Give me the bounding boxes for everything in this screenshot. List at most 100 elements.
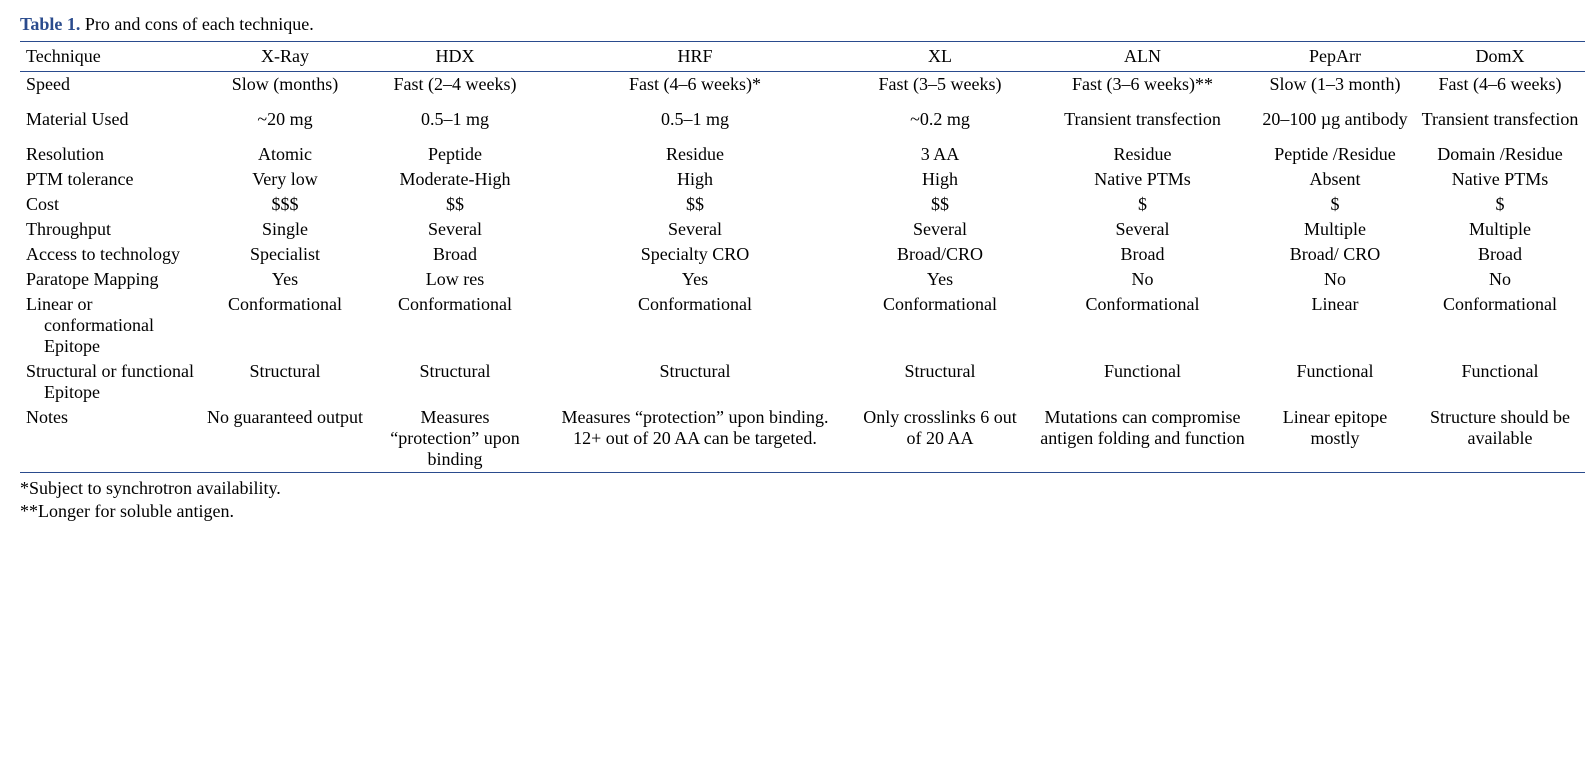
col-header: DomX — [1415, 42, 1585, 72]
cell: Conformational — [370, 292, 540, 359]
cell: Structural — [540, 359, 850, 405]
table-row: Cost$$$$$$$$$$$$ — [20, 192, 1585, 217]
cell: Broad — [1030, 242, 1255, 267]
table-caption: Table 1. Pro and cons of each technique. — [20, 14, 1565, 35]
cell: No — [1255, 267, 1415, 292]
col-header: X-Ray — [200, 42, 370, 72]
cell: ~0.2 mg — [850, 107, 1030, 132]
row-label: Notes — [20, 405, 200, 473]
row-label: Structural or functional Epitope — [20, 359, 200, 405]
cell: Structural — [370, 359, 540, 405]
cell: $$ — [540, 192, 850, 217]
cell: Fast (4–6 weeks)* — [540, 72, 850, 98]
cell: $ — [1415, 192, 1585, 217]
cell: ~20 mg — [200, 107, 370, 132]
cell: Functional — [1255, 359, 1415, 405]
cell: Conformational — [1030, 292, 1255, 359]
cell: Only crosslinks 6 out of 20 AA — [850, 405, 1030, 473]
cell: No — [1030, 267, 1255, 292]
footnotes: *Subject to synchrotron availability. **… — [20, 477, 1565, 524]
cell: Moderate-High — [370, 167, 540, 192]
table-row: Linear or conformational EpitopeConforma… — [20, 292, 1585, 359]
table-row: SpeedSlow (months)Fast (2–4 weeks)Fast (… — [20, 72, 1585, 98]
cell: Fast (3–5 weeks) — [850, 72, 1030, 98]
col-header: PepArr — [1255, 42, 1415, 72]
cell: No — [1415, 267, 1585, 292]
cell: Conformational — [850, 292, 1030, 359]
table-row: Access to technologySpecialistBroadSpeci… — [20, 242, 1585, 267]
cell: Functional — [1415, 359, 1585, 405]
cell: Yes — [540, 267, 850, 292]
row-spacer — [20, 97, 1585, 107]
cell: Yes — [850, 267, 1030, 292]
cell: $$$ — [200, 192, 370, 217]
table-row: Material Used~20 mg0.5–1 mg0.5–1 mg~0.2 … — [20, 107, 1585, 132]
row-label: Throughput — [20, 217, 200, 242]
cell: Broad/ CRO — [1255, 242, 1415, 267]
cell: Broad/CRO — [850, 242, 1030, 267]
row-label: PTM tolerance — [20, 167, 200, 192]
cell: Specialist — [200, 242, 370, 267]
cell: Fast (3–6 weeks)** — [1030, 72, 1255, 98]
footnote: **Longer for soluble antigen. — [20, 500, 1565, 523]
cell: Multiple — [1255, 217, 1415, 242]
cell: Conformational — [200, 292, 370, 359]
table-row: NotesNo guaranteed outputMeasures “prote… — [20, 405, 1585, 473]
col-header: XL — [850, 42, 1030, 72]
cell: 3 AA — [850, 142, 1030, 167]
cell: Transient transfection — [1415, 107, 1585, 132]
cell: Absent — [1255, 167, 1415, 192]
col-header: HDX — [370, 42, 540, 72]
cell: Specialty CRO — [540, 242, 850, 267]
caption-rest: Pro and cons of each technique. — [80, 14, 313, 34]
row-label: Access to technology — [20, 242, 200, 267]
cell: Several — [850, 217, 1030, 242]
cell: Mutations can compromise antigen folding… — [1030, 405, 1255, 473]
cell: Low res — [370, 267, 540, 292]
cell: Residue — [540, 142, 850, 167]
cell: $ — [1255, 192, 1415, 217]
cell: Slow (months) — [200, 72, 370, 98]
caption-lead: Table 1. — [20, 14, 80, 34]
table-row: ResolutionAtomicPeptideResidue3 AAResidu… — [20, 142, 1585, 167]
row-label: Cost — [20, 192, 200, 217]
cell: Several — [1030, 217, 1255, 242]
cell: Conformational — [540, 292, 850, 359]
cell: Single — [200, 217, 370, 242]
cell: Transient transfection — [1030, 107, 1255, 132]
cell: 0.5–1 mg — [370, 107, 540, 132]
row-label: Material Used — [20, 107, 200, 132]
row-label: Resolution — [20, 142, 200, 167]
cell: Broad — [370, 242, 540, 267]
row-label: Paratope Mapping — [20, 267, 200, 292]
cell: Native PTMs — [1415, 167, 1585, 192]
cell: $$ — [370, 192, 540, 217]
cell: Slow (1–3 month) — [1255, 72, 1415, 98]
col-header: Technique — [20, 42, 200, 72]
footnote: *Subject to synchrotron availability. — [20, 477, 1565, 500]
cell: Structure should be available — [1415, 405, 1585, 473]
cell: Fast (2–4 weeks) — [370, 72, 540, 98]
cell: Broad — [1415, 242, 1585, 267]
cell: Several — [370, 217, 540, 242]
cell: $ — [1030, 192, 1255, 217]
cell: Linear — [1255, 292, 1415, 359]
cell: Atomic — [200, 142, 370, 167]
cell: High — [540, 167, 850, 192]
cell: High — [850, 167, 1030, 192]
cell: Fast (4–6 weeks) — [1415, 72, 1585, 98]
cell: Linear epitope mostly — [1255, 405, 1415, 473]
cell: Structural — [200, 359, 370, 405]
cell: Native PTMs — [1030, 167, 1255, 192]
header-row: Technique X-Ray HDX HRF XL ALN PepArr Do… — [20, 42, 1585, 72]
table-row: PTM toleranceVery lowModerate-HighHighHi… — [20, 167, 1585, 192]
cell: Measures “protection” upon binding — [370, 405, 540, 473]
cell: Yes — [200, 267, 370, 292]
cell: 20–100 µg antibody — [1255, 107, 1415, 132]
cell: No guaranteed output — [200, 405, 370, 473]
cell: Conformational — [1415, 292, 1585, 359]
col-header: HRF — [540, 42, 850, 72]
cell: Residue — [1030, 142, 1255, 167]
techniques-table: Technique X-Ray HDX HRF XL ALN PepArr Do… — [20, 41, 1585, 473]
cell: 0.5–1 mg — [540, 107, 850, 132]
